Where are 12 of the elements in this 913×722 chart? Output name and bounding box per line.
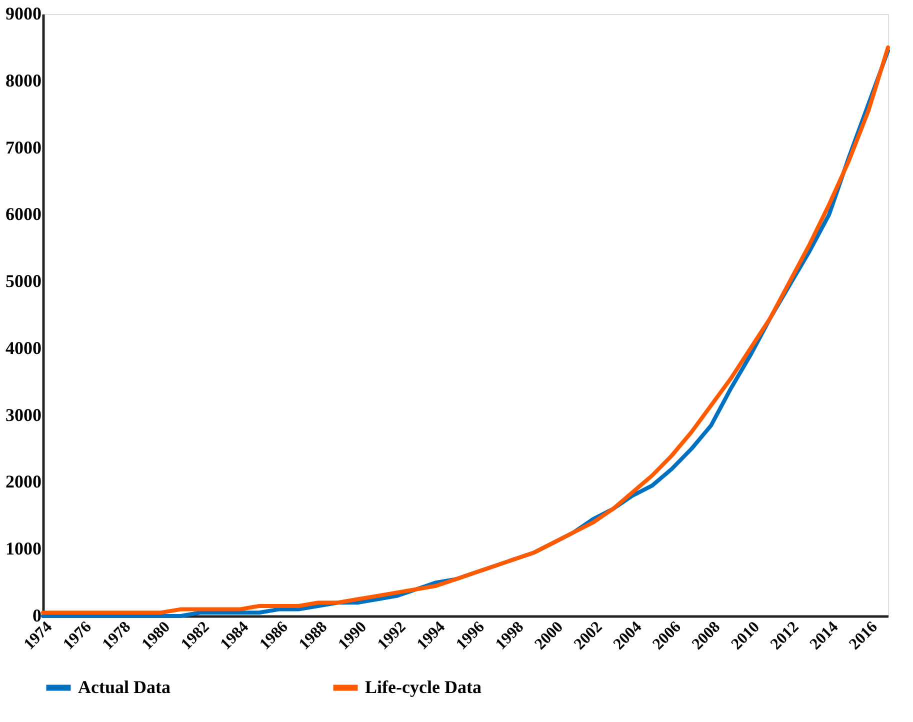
y-tick-label: 5000: [6, 271, 42, 292]
y-tick-label: 0: [32, 606, 42, 626]
y-tick-label: 6000: [6, 204, 42, 224]
y-tick-label: 1000: [6, 538, 42, 559]
y-tick-label: 9000: [6, 4, 42, 24]
y-tick-label: 4000: [6, 338, 42, 358]
legend-label: Life-cycle Data: [365, 676, 482, 697]
y-tick-label: 7000: [6, 137, 42, 158]
y-tick-label: 3000: [6, 404, 42, 425]
y-tick-label: 8000: [6, 70, 42, 90]
legend-label: Actual Data: [78, 676, 170, 697]
y-tick-label: 2000: [6, 472, 42, 492]
